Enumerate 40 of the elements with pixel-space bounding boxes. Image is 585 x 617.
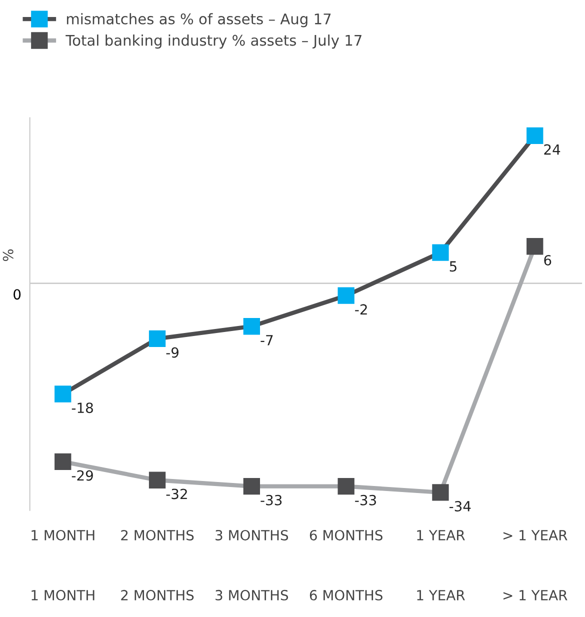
data-label: -33	[260, 494, 282, 506]
point	[338, 478, 354, 495]
x-tick-label: 2 MONTHS	[121, 590, 194, 600]
data-label: -29	[72, 470, 93, 481]
point	[148, 472, 166, 488]
data-label: 24	[544, 144, 560, 155]
data-label: -34	[449, 501, 471, 512]
data-label: -7	[260, 335, 273, 346]
category-label: 1 YEAR	[417, 530, 465, 540]
category-label: 3 MONTHS	[216, 530, 288, 540]
x-tick-label: 1 MONTH	[32, 590, 94, 600]
point	[432, 244, 449, 261]
point	[526, 127, 544, 144]
y-axis-title: %	[2, 249, 14, 262]
category-label: 6 MONTHS	[310, 530, 382, 540]
x-tick-label: 3 MONTHS	[216, 590, 288, 600]
x-tick-label: 6 MONTHS	[310, 590, 382, 600]
legend-label: Total banking industry % assets – July 17	[66, 34, 362, 49]
point	[243, 478, 260, 495]
ref-line-label: 0	[14, 289, 21, 300]
point	[54, 386, 72, 402]
data-label: -18	[72, 402, 93, 414]
point	[432, 484, 449, 501]
point	[526, 238, 544, 255]
category-label: > 1 YEAR	[503, 530, 568, 540]
point	[243, 318, 260, 335]
category-label: 2 MONTHS	[121, 530, 194, 540]
data-label: -32	[166, 488, 187, 500]
data-label: 5	[450, 261, 456, 272]
point	[54, 453, 72, 470]
data-label: -9	[166, 347, 178, 358]
legend-label: mismatches as % of assets – Aug 17	[66, 13, 331, 28]
x-tick-label: 1 YEAR	[417, 590, 465, 600]
data-label: -33	[355, 494, 376, 506]
point	[338, 287, 354, 304]
point	[148, 330, 166, 347]
category-label: 1 MONTH	[32, 530, 94, 540]
data-label: -2	[355, 304, 367, 314]
x-tick-label: > 1 YEAR	[503, 590, 568, 600]
data-label: 6	[544, 254, 552, 266]
